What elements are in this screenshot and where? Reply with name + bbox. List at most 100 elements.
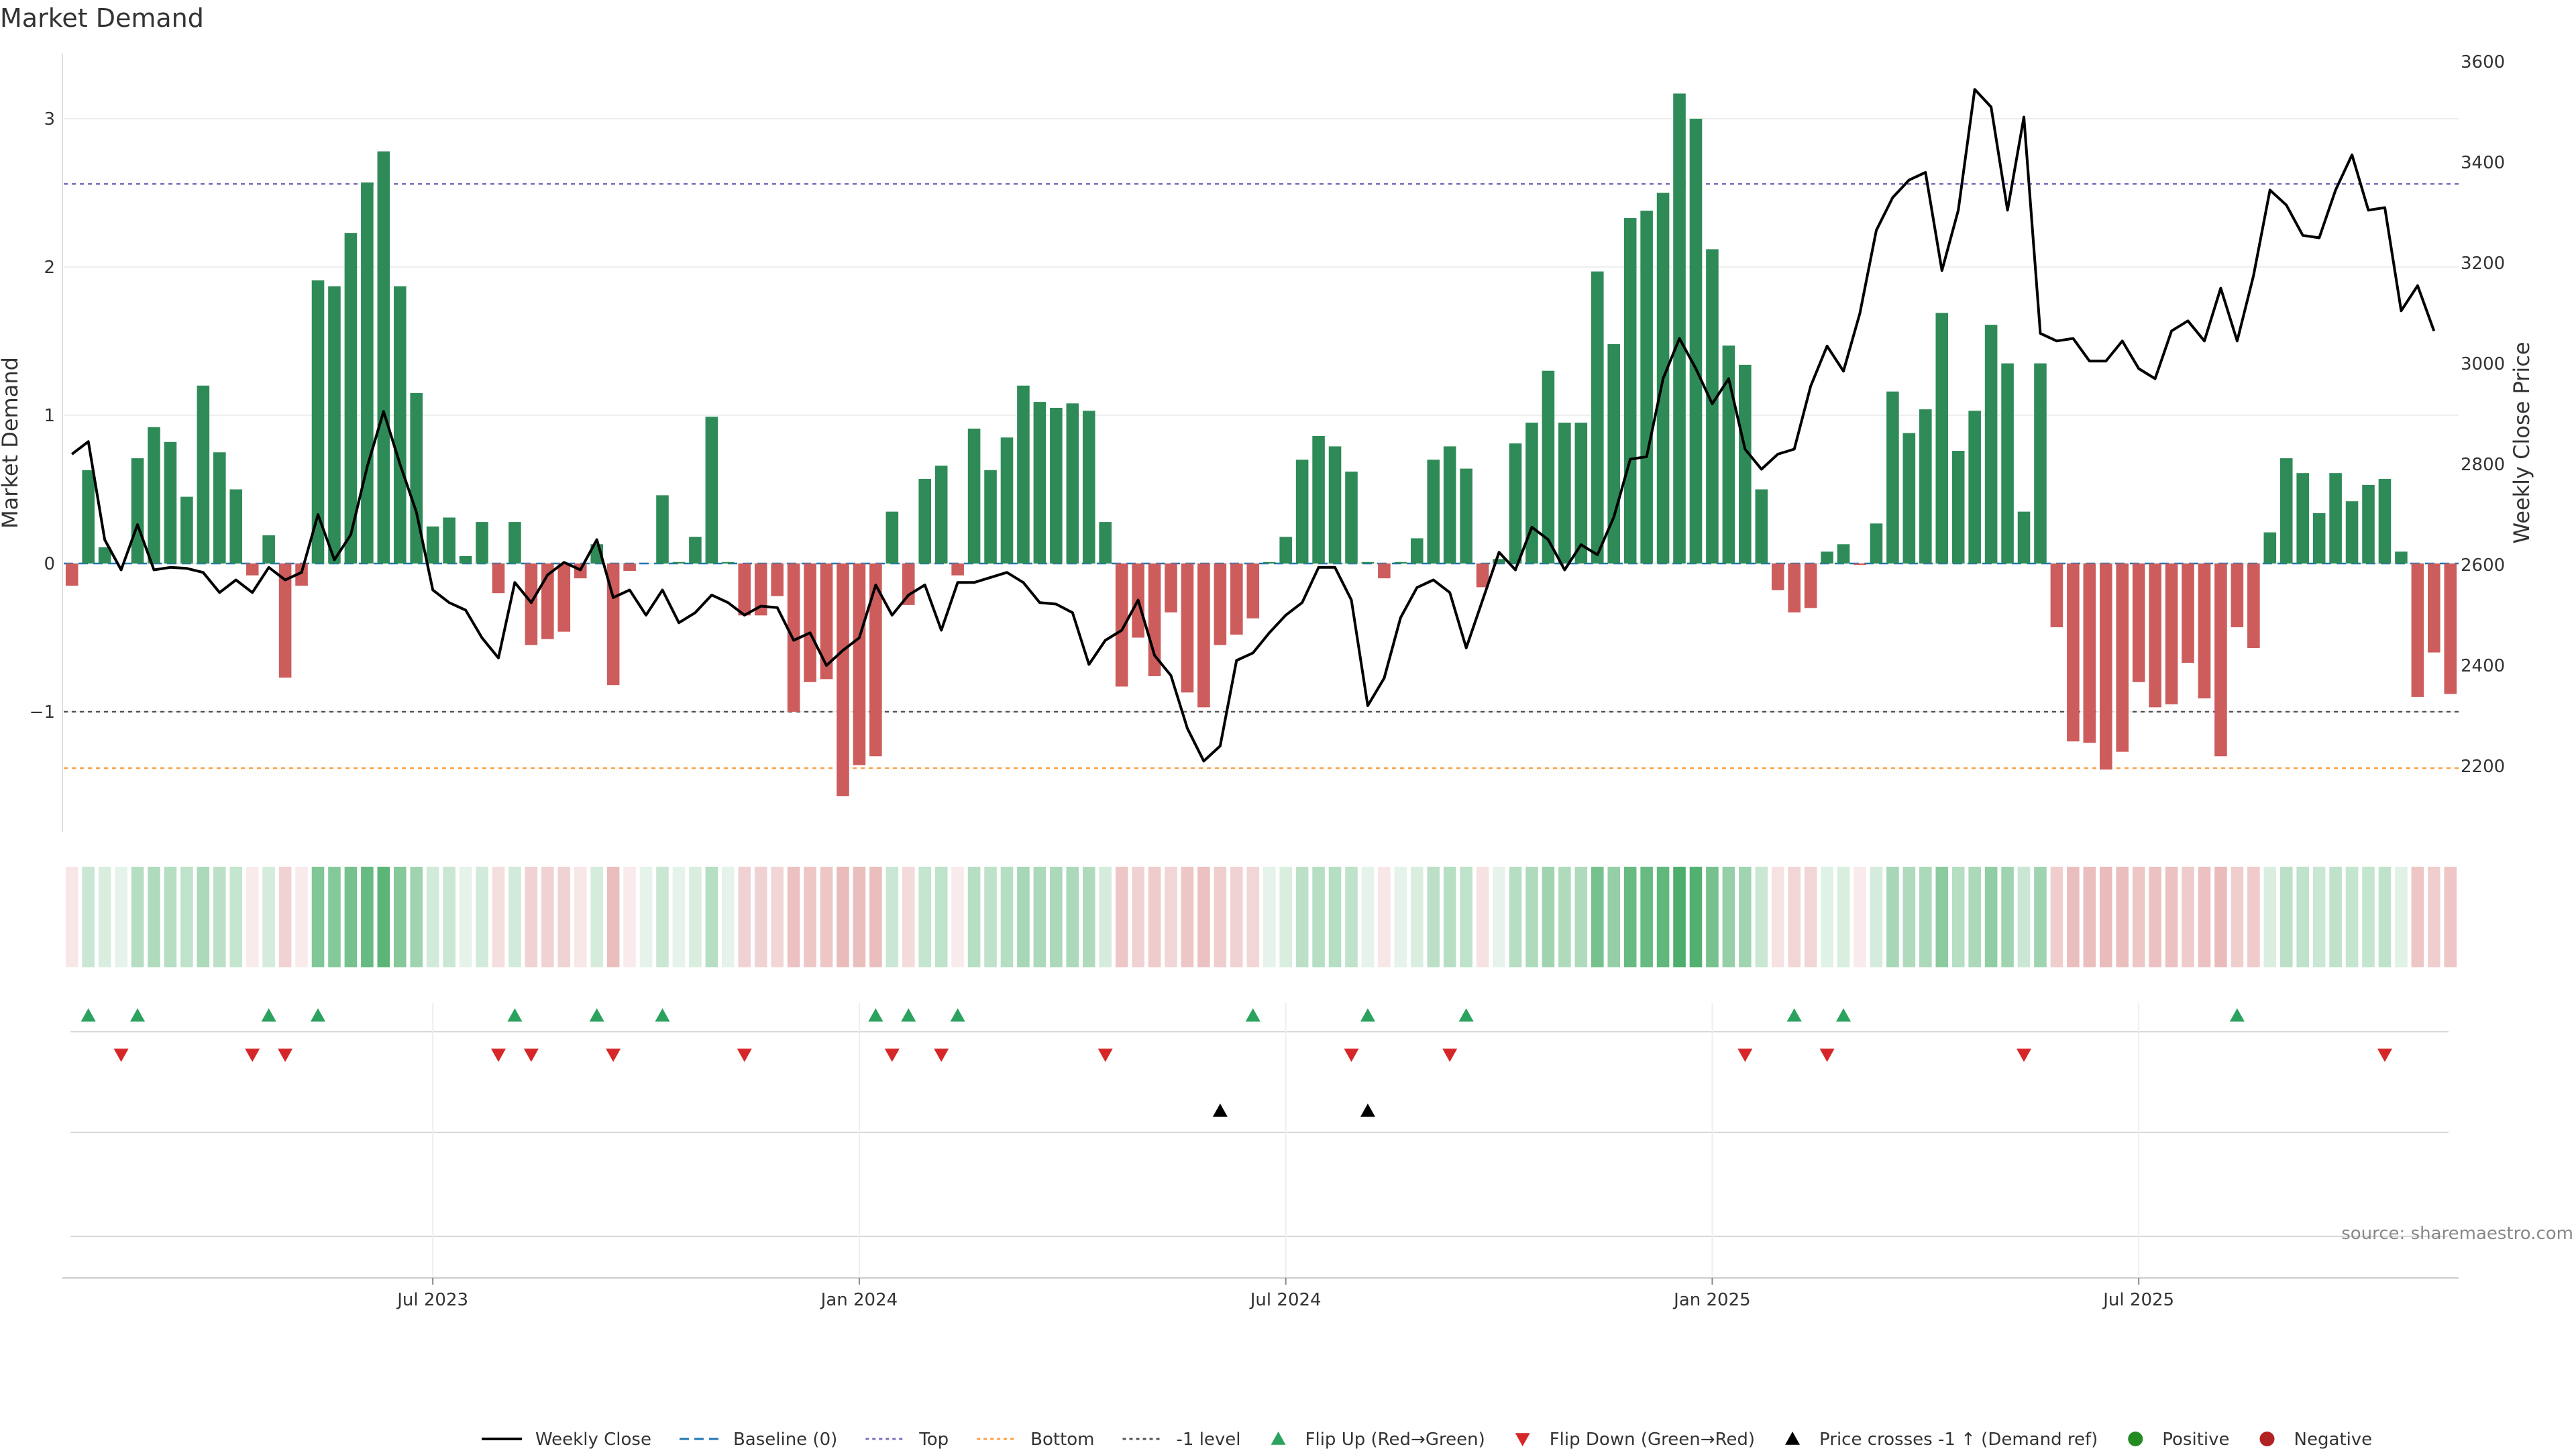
- heatmap-cell: [2083, 867, 2096, 967]
- flip-up-marker: [130, 1008, 146, 1022]
- demand-bar: [1509, 443, 1522, 564]
- legend-symbol: [2259, 1432, 2275, 1446]
- reference-lines: [64, 182, 2459, 769]
- heatmap-cell: [2132, 867, 2145, 967]
- flip-up-marker: [589, 1008, 604, 1022]
- demand-bar: [1739, 364, 1752, 564]
- demand-bar: [2214, 564, 2227, 757]
- heatmap-cell: [639, 867, 653, 967]
- legend-label: Price crosses -1 ↑ (Demand ref): [1819, 1430, 2098, 1449]
- demand-bar: [672, 561, 686, 564]
- demand-bar: [1673, 93, 1686, 564]
- heatmap-cell: [1788, 867, 1801, 967]
- heatmap-cell: [2198, 867, 2211, 967]
- demand-bar: [606, 564, 620, 686]
- right-tick-label: 3000: [2461, 354, 2505, 374]
- flip-up-marker: [950, 1008, 965, 1022]
- x-tick-label: Jul 2025: [2102, 1290, 2174, 1310]
- heatmap-cell: [902, 867, 915, 967]
- legend-item-flip-down: Flip Down (Green→Red): [1550, 1430, 1755, 1449]
- heatmap-cell: [951, 867, 964, 967]
- weekly-close-series: [70, 88, 2436, 763]
- heatmap-cell: [229, 867, 243, 967]
- demand-bar: [1919, 409, 1932, 564]
- demand-bar: [2247, 564, 2260, 648]
- right-tick-label: 2600: [2461, 555, 2505, 576]
- demand-bar: [1000, 437, 1014, 564]
- left-tick-label: −1: [30, 702, 55, 722]
- demand-bar: [1214, 564, 1227, 645]
- demand-bar: [1427, 460, 1440, 564]
- flip-up-marker: [901, 1008, 916, 1022]
- flip-up-marker: [261, 1008, 276, 1022]
- demand-bar: [2428, 564, 2440, 653]
- heatmap-cell: [1427, 867, 1440, 967]
- demand-bar: [967, 428, 981, 564]
- flip-down-marker: [737, 1049, 752, 1062]
- flip-down-marker: [1344, 1049, 1359, 1062]
- flip-down-marker: [884, 1049, 900, 1062]
- demand-bar: [1050, 407, 1063, 564]
- heatmap-cell: [1017, 867, 1030, 967]
- heatmap-cell: [2263, 867, 2277, 967]
- price-cross-marker: [1360, 1104, 1375, 1117]
- demand-bar: [82, 470, 95, 564]
- demand-bar: [2182, 564, 2194, 663]
- heatmap-cell: [1099, 867, 1112, 967]
- heatmap-cell: [1542, 867, 1555, 967]
- heatmap-cell: [180, 867, 193, 967]
- heatmap-cell: [115, 867, 127, 967]
- flip-up-marker: [507, 1008, 523, 1022]
- heatmap-cell: [2001, 867, 2014, 967]
- heatmap-cell: [1132, 867, 1144, 967]
- demand-bar: [426, 526, 439, 564]
- heatmap-cell: [2296, 867, 2309, 967]
- heatmap-cell: [1345, 867, 1358, 967]
- heatmap-cell: [476, 867, 488, 967]
- heatmap-cell: [1951, 867, 1965, 967]
- demand-bar: [557, 564, 571, 632]
- heatmap-cell: [1279, 867, 1292, 967]
- heatmap-cell: [164, 867, 177, 967]
- heatmap-cell: [2034, 867, 2047, 967]
- flip-down-marker: [1737, 1049, 1753, 1062]
- demand-bars: [65, 93, 2457, 796]
- heatmap-cell: [1755, 867, 1768, 967]
- legend-symbol: [1515, 1433, 1530, 1446]
- demand-bar: [1722, 345, 1735, 564]
- heatmap-cell: [2428, 867, 2440, 967]
- heatmap-cell: [1623, 867, 1637, 967]
- heatmap-cell: [574, 867, 587, 967]
- heatmap-cell: [1591, 867, 1604, 967]
- heatmap-cell: [1394, 867, 1407, 967]
- demand-bar: [1640, 211, 1653, 564]
- demand-bar: [1623, 218, 1637, 564]
- legend-item-bottom: Bottom: [977, 1430, 1095, 1449]
- demand-bar: [377, 151, 390, 564]
- heatmap-cell: [722, 867, 735, 967]
- demand-bar: [1460, 468, 1472, 564]
- legend-label: Bottom: [1030, 1430, 1094, 1449]
- legend-item-baseline: Baseline (0): [679, 1430, 837, 1449]
- heatmap-cell: [1361, 867, 1375, 967]
- heatmap-cell: [1607, 867, 1621, 967]
- demand-bar: [934, 466, 948, 564]
- heatmap-cell: [869, 867, 882, 967]
- heatmap-cell: [656, 867, 669, 967]
- demand-bar: [837, 564, 849, 796]
- flip-down-marker: [2017, 1049, 2032, 1062]
- flip-up-marker: [2229, 1008, 2245, 1022]
- flip-up-marker: [1360, 1008, 1375, 1022]
- demand-bar: [2395, 551, 2408, 564]
- demand-bar: [1706, 249, 1719, 564]
- heatmap-cell: [2312, 867, 2326, 967]
- demand-bar: [1115, 564, 1128, 687]
- heatmap-cell: [246, 867, 259, 967]
- legend-item-flip-up: Flip Up (Red→Green): [1305, 1430, 1485, 1449]
- heatmap-cell: [1295, 867, 1309, 967]
- heatmap-cell: [1821, 867, 1833, 967]
- demand-bar: [951, 564, 964, 576]
- demand-bar: [65, 564, 78, 586]
- demand-bar: [197, 385, 210, 564]
